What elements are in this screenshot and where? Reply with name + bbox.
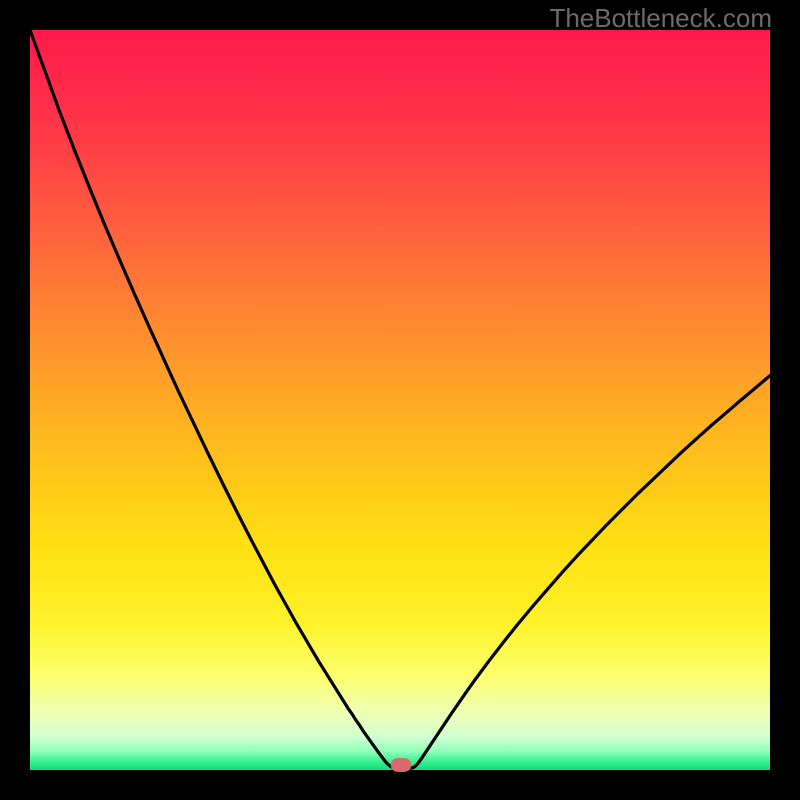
- minimum-marker: [391, 758, 411, 772]
- watermark-text: TheBottleneck.com: [549, 3, 772, 34]
- bottleneck-curve: [30, 30, 770, 768]
- plot-area: [30, 30, 770, 770]
- curve-svg: [30, 30, 770, 770]
